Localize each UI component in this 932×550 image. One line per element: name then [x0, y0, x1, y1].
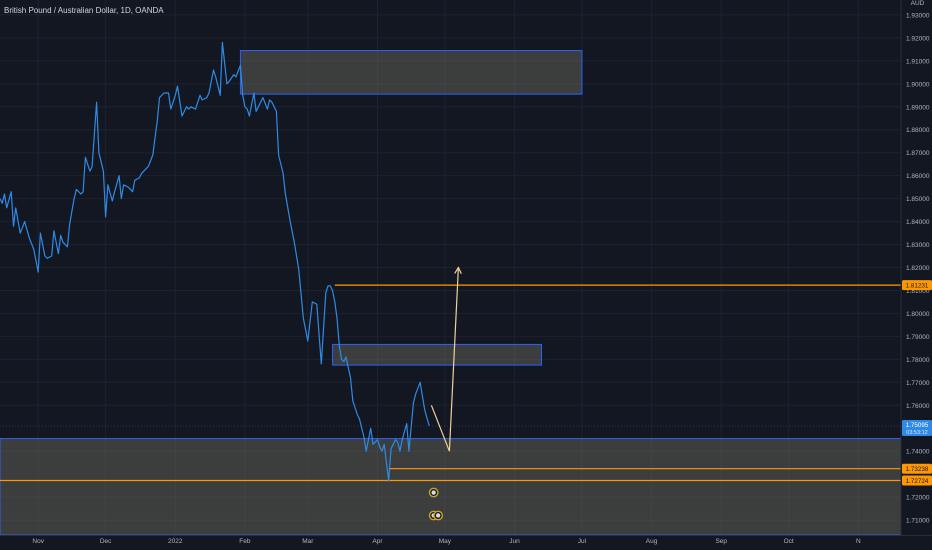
level-price-tag-bg: [902, 475, 932, 486]
price-tick-label: 1.90000: [906, 81, 930, 88]
level-price-tag: 1.81231: [906, 282, 929, 289]
price-tick-label: 1.82000: [906, 265, 930, 272]
price-tick-label: 1.74000: [906, 449, 930, 456]
economic-event-flag-icon: [435, 513, 441, 518]
price-tick-label: 1.85000: [906, 196, 930, 203]
horizontal-levels: [0, 284, 901, 482]
time-tick-label: May: [439, 538, 452, 545]
price-tick-label: 1.88000: [906, 127, 930, 134]
time-tick-label: Sep: [715, 538, 727, 545]
zone-box[interactable]: [239, 50, 583, 95]
price-tick-label: 1.91000: [906, 58, 930, 65]
bar-countdown: 03:53:12: [906, 430, 927, 436]
current-price-tag-bg: [902, 420, 932, 437]
time-tick-label: 2022: [168, 538, 183, 545]
economic-event-flag-icon: [431, 490, 436, 495]
time-tick-label: N: [856, 538, 861, 545]
price-tick-label: 1.89000: [906, 104, 930, 111]
time-tick-label: Nov: [32, 538, 44, 545]
price-tick-label: 1.71000: [906, 518, 930, 525]
price-tick-label: 1.76000: [906, 403, 930, 410]
currency-label: AUD: [910, 0, 925, 7]
level-price-tag: 1.73238: [906, 466, 929, 473]
event-markers[interactable]: [428, 487, 444, 521]
supply-demand-zones: [0, 50, 902, 536]
price-tick-label: 1.81000: [906, 288, 930, 295]
price-tick-label: 1.84000: [906, 219, 930, 226]
symbol-title: British Pound / Australian Dollar, 1D, O…: [4, 6, 164, 15]
time-tick-label: Mar: [302, 538, 314, 545]
price-axis[interactable]: 1.93000 1.92000 1.91000 1.90000 1.89000 1.880…: [906, 12, 930, 524]
time-axis[interactable]: Nov Dec 2022 Feb Mar Apr May Jun Jul Aug Sep Oct N: [32, 538, 861, 545]
price-tick-label: 1.79000: [906, 334, 930, 341]
price-tick-label: 1.72000: [906, 495, 930, 502]
time-tick-label: Dec: [100, 538, 112, 545]
price-line: [0, 41, 430, 482]
time-tick-label: Aug: [646, 538, 658, 545]
price-tick-label: 1.92000: [906, 35, 930, 42]
price-tick-label: 1.80000: [906, 311, 930, 318]
time-tick-label: Feb: [239, 538, 251, 545]
time-tick-label: Oct: [784, 538, 794, 545]
projection-path[interactable]: [430, 267, 459, 452]
level-price-tag-bg: [902, 463, 932, 474]
price-tick-label: 1.93000: [906, 12, 930, 19]
time-tick-label: Jul: [578, 538, 587, 545]
projection-arrow: [430, 266, 462, 452]
zone-box[interactable]: [0, 438, 902, 536]
price-tick-label: 1.87000: [906, 150, 930, 157]
price-tick-label: 1.83000: [906, 242, 930, 249]
current-price-value: 1.75095: [906, 422, 929, 429]
time-tick-label: Apr: [372, 538, 383, 545]
time-tick-label: Jun: [509, 538, 520, 545]
level-price-tag-bg: [902, 280, 932, 291]
price-tick-label: 1.78000: [906, 357, 930, 364]
level-price-tag: 1.72724: [906, 478, 929, 485]
price-tick-label: 1.77000: [906, 380, 930, 387]
price-tick-label: 1.86000: [906, 173, 930, 180]
price-series: [0, 41, 430, 482]
zone-box[interactable]: [332, 343, 542, 366]
projection-arrowhead: [454, 266, 462, 275]
